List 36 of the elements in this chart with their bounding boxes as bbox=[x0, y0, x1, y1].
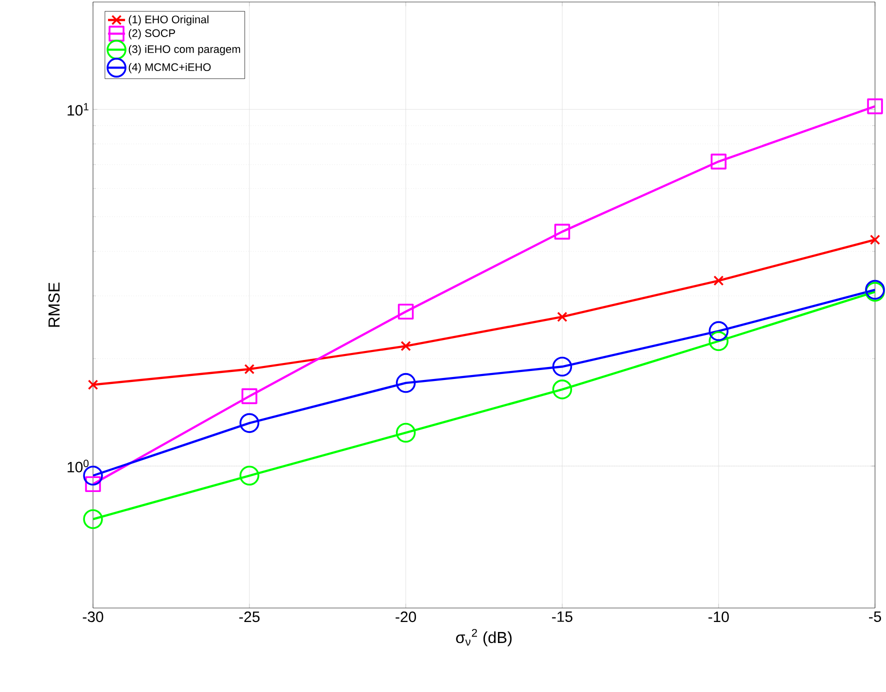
x-tick-label: -25 bbox=[239, 612, 260, 622]
point bbox=[240, 413, 260, 433]
point bbox=[83, 509, 103, 530]
point bbox=[867, 98, 883, 114]
point bbox=[85, 476, 101, 492]
point bbox=[557, 312, 568, 322]
point bbox=[554, 224, 570, 240]
point bbox=[83, 466, 103, 486]
point bbox=[708, 321, 729, 341]
point bbox=[396, 373, 416, 393]
x-tick-label: -30 bbox=[82, 612, 104, 622]
point bbox=[552, 380, 572, 400]
x-tick-label: -5 bbox=[869, 612, 882, 622]
y-tick-label: 10$^{0}$ bbox=[68, 460, 89, 472]
point bbox=[710, 154, 727, 170]
y-tick-label: 10$^{1}$ bbox=[68, 103, 88, 116]
legend-label: (2) SOCP bbox=[128, 28, 176, 40]
point bbox=[396, 422, 416, 443]
y-axis-title: RMSE bbox=[48, 282, 60, 327]
point bbox=[242, 388, 258, 404]
legend-label: (1) EHO Original bbox=[128, 15, 208, 26]
point bbox=[244, 364, 255, 374]
point bbox=[713, 276, 724, 286]
point bbox=[398, 304, 414, 320]
x-tick-label: -15 bbox=[552, 612, 572, 622]
point bbox=[552, 356, 572, 377]
point bbox=[708, 331, 729, 352]
point bbox=[870, 234, 880, 245]
x-axis-title: σ$_{ν}$$^{2}$ (dB) bbox=[456, 628, 512, 646]
point bbox=[88, 380, 98, 390]
point bbox=[400, 340, 411, 352]
point bbox=[240, 466, 260, 486]
legend-label: (3) iEHO com paragem bbox=[128, 44, 240, 56]
x-tick-label: -10 bbox=[708, 612, 729, 622]
legend-label: (4) MCMC+iEHO bbox=[128, 62, 211, 74]
x-tick-label: -20 bbox=[396, 612, 416, 622]
